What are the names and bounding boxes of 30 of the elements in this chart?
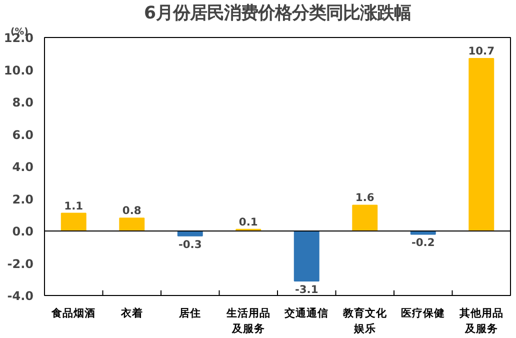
bar: [468, 58, 494, 232]
data-label: 10.7: [468, 44, 495, 58]
y-tick-label: 10.0: [4, 63, 34, 78]
chart-title: 6月份居民消费价格分类同比涨跌幅: [144, 4, 412, 24]
data-label: 0.8: [122, 204, 142, 218]
x-tick-label: 居住: [178, 306, 202, 320]
y-tick-label: 6.0: [12, 128, 34, 142]
data-label: 1.1: [64, 199, 84, 212]
x-tick-label: 衣着: [120, 306, 143, 320]
y-tick-label: 2.0: [12, 192, 34, 206]
y-tick-label: 4.0: [12, 160, 34, 174]
data-label: -0.2: [411, 236, 435, 250]
y-tick-label: -2.0: [7, 256, 34, 271]
x-tick-label: 食品烟酒: [50, 306, 96, 320]
x-tick-label: 交通通信: [284, 306, 329, 320]
bar: [294, 230, 320, 282]
y-tick-label: 8.0: [12, 96, 34, 110]
data-label: -0.3: [178, 238, 202, 251]
x-tick-label: 医疗保健: [401, 306, 446, 320]
data-label: 1.6: [355, 191, 374, 204]
data-label: -3.1: [294, 282, 318, 296]
x-tick-label: 其他用品及服务: [458, 306, 504, 336]
x-tick-label: 生活用品及服务: [225, 306, 270, 336]
y-tick-label: 0.0: [12, 224, 34, 238]
bar: [60, 212, 86, 232]
y-tick-label: -4.0: [7, 289, 34, 303]
x-tick-label: 教育文化娱乐: [342, 306, 388, 336]
bar: [352, 204, 378, 232]
data-label: 0.1: [238, 215, 258, 228]
bar: [119, 218, 145, 232]
